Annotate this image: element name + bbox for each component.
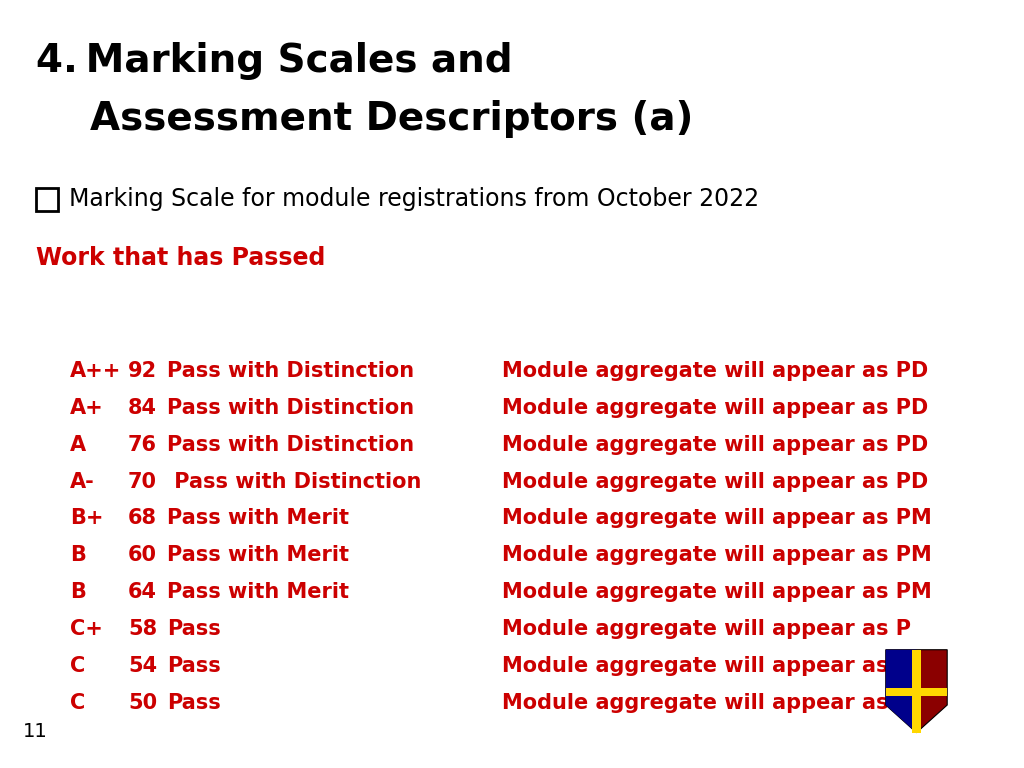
- Text: B: B: [70, 582, 86, 602]
- Text: C: C: [70, 693, 85, 713]
- Text: 64: 64: [128, 582, 157, 602]
- Text: Marking Scale for module registrations from October 2022: Marking Scale for module registrations f…: [69, 187, 759, 210]
- Text: A-: A-: [70, 472, 94, 492]
- Text: 92: 92: [128, 361, 157, 381]
- Text: Pass with Merit: Pass with Merit: [167, 582, 349, 602]
- Text: B: B: [70, 545, 86, 565]
- Text: Module aggregate will appear as P: Module aggregate will appear as P: [502, 619, 910, 639]
- Text: A++: A++: [70, 361, 121, 381]
- Text: A+: A+: [70, 398, 103, 418]
- Text: Assessment Descriptors (a): Assessment Descriptors (a): [36, 100, 693, 137]
- Text: Module aggregate will appear as PD: Module aggregate will appear as PD: [502, 472, 928, 492]
- Text: 70: 70: [128, 472, 157, 492]
- Text: Module aggregate will appear as PD: Module aggregate will appear as PD: [502, 435, 928, 455]
- Text: Module aggregate will appear as PM: Module aggregate will appear as PM: [502, 508, 932, 528]
- Text: Pass: Pass: [167, 693, 220, 713]
- Text: Module aggregate will appear as PD: Module aggregate will appear as PD: [502, 398, 928, 418]
- Text: C: C: [70, 656, 85, 676]
- Text: A: A: [70, 435, 86, 455]
- Text: Module aggregate will appear as PM: Module aggregate will appear as PM: [502, 582, 932, 602]
- Text: C+: C+: [70, 619, 102, 639]
- Text: 84: 84: [128, 398, 157, 418]
- Text: 54: 54: [128, 656, 157, 676]
- Text: Pass with Distinction: Pass with Distinction: [167, 398, 414, 418]
- Text: Pass with Merit: Pass with Merit: [167, 545, 349, 565]
- Text: Pass with Distinction: Pass with Distinction: [167, 472, 421, 492]
- Text: Pass: Pass: [167, 656, 220, 676]
- Text: 60: 60: [128, 545, 157, 565]
- Bar: [886, 688, 947, 696]
- Bar: [36, 188, 58, 211]
- Polygon shape: [886, 650, 916, 733]
- Text: Work that has Passed: Work that has Passed: [36, 246, 326, 270]
- Text: 76: 76: [128, 435, 157, 455]
- Text: Pass with Distinction: Pass with Distinction: [167, 435, 414, 455]
- Text: 4. Marking Scales and: 4. Marking Scales and: [36, 42, 512, 80]
- Bar: [912, 650, 921, 733]
- Text: Pass with Merit: Pass with Merit: [167, 508, 349, 528]
- Text: B+: B+: [70, 508, 103, 528]
- Text: 50: 50: [128, 693, 157, 713]
- Text: Module aggregate will appear as P: Module aggregate will appear as P: [502, 656, 910, 676]
- Polygon shape: [886, 650, 947, 733]
- Text: 58: 58: [128, 619, 157, 639]
- Text: Module aggregate will appear as P: Module aggregate will appear as P: [502, 693, 910, 713]
- Text: Module aggregate will appear as PM: Module aggregate will appear as PM: [502, 545, 932, 565]
- Text: 11: 11: [23, 722, 47, 741]
- Text: Pass: Pass: [167, 619, 220, 639]
- Text: Pass with Distinction: Pass with Distinction: [167, 361, 414, 381]
- Text: 68: 68: [128, 508, 157, 528]
- Text: Module aggregate will appear as PD: Module aggregate will appear as PD: [502, 361, 928, 381]
